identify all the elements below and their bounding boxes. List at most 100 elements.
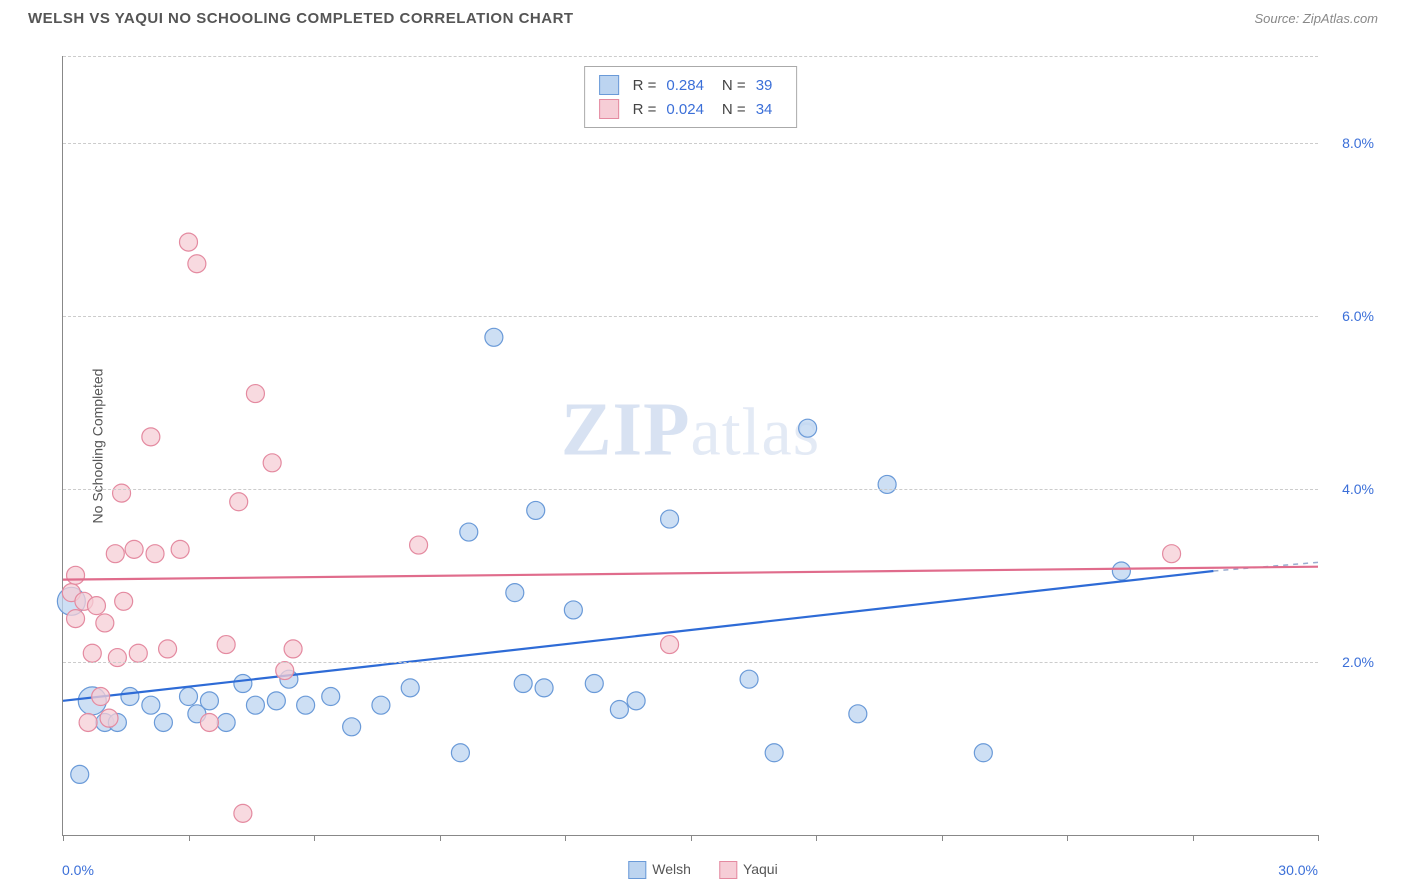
trend-line — [63, 567, 1318, 580]
chart-title: WELSH VS YAQUI NO SCHOOLING COMPLETED CO… — [28, 10, 574, 27]
stat-n-label: N = — [722, 101, 746, 118]
data-point — [106, 545, 124, 563]
x-tick — [63, 835, 64, 841]
x-tick — [189, 835, 190, 841]
data-point — [276, 662, 294, 680]
stats-legend-box: R =0.284N =39R =0.024N =34 — [584, 66, 798, 128]
data-point — [67, 566, 85, 584]
data-point — [188, 705, 206, 723]
stat-n-value: 39 — [756, 77, 773, 94]
legend-label: Yaqui — [743, 861, 778, 877]
x-tick — [1318, 835, 1319, 841]
watermark-zip: ZIP — [561, 387, 691, 471]
data-point — [188, 255, 206, 273]
x-axis-min-label: 0.0% — [62, 862, 94, 878]
series-swatch — [599, 75, 619, 95]
data-point — [661, 636, 679, 654]
data-point — [485, 328, 503, 346]
data-point — [57, 587, 85, 615]
x-tick — [942, 835, 943, 841]
legend-label: Welsh — [652, 861, 691, 877]
watermark: ZIPatlas — [561, 386, 820, 473]
chart-area: No Schooling Completed ZIPatlas R =0.284… — [28, 46, 1378, 846]
data-point — [460, 523, 478, 541]
data-point — [71, 765, 89, 783]
data-point — [217, 713, 235, 731]
data-point — [234, 804, 252, 822]
gridline — [63, 56, 1318, 57]
x-tick — [1067, 835, 1068, 841]
data-point — [585, 675, 603, 693]
data-point — [79, 713, 97, 731]
data-point — [62, 584, 80, 602]
data-point — [343, 718, 361, 736]
data-point — [200, 692, 218, 710]
data-point — [113, 484, 131, 502]
data-point — [129, 644, 147, 662]
data-point — [67, 610, 85, 628]
data-point — [96, 713, 114, 731]
chart-svg — [63, 56, 1318, 835]
stat-row: R =0.284N =39 — [599, 73, 783, 97]
data-point — [610, 700, 628, 718]
trend-line — [63, 571, 1213, 701]
data-point — [974, 744, 992, 762]
data-point — [108, 649, 126, 667]
data-point — [280, 670, 298, 688]
data-point — [75, 592, 93, 610]
data-point — [527, 501, 545, 519]
data-point — [159, 640, 177, 658]
data-point — [180, 233, 198, 251]
data-point — [125, 540, 143, 558]
stat-r-value: 0.024 — [666, 101, 704, 118]
y-tick-label: 6.0% — [1342, 308, 1374, 324]
data-point — [146, 545, 164, 563]
gridline — [63, 489, 1318, 490]
x-tick — [314, 835, 315, 841]
data-point — [246, 385, 264, 403]
data-point — [514, 675, 532, 693]
series-swatch — [719, 861, 737, 879]
stat-n-label: N = — [722, 77, 746, 94]
data-point — [627, 692, 645, 710]
x-tick — [440, 835, 441, 841]
data-point — [263, 454, 281, 472]
legend-item: Yaqui — [719, 861, 778, 879]
data-point — [878, 475, 896, 493]
data-point — [564, 601, 582, 619]
data-point — [799, 419, 817, 437]
x-axis-max-label: 30.0% — [1278, 862, 1318, 878]
y-tick-label: 8.0% — [1342, 135, 1374, 151]
chart-footer: 0.0% Welsh Yaqui 30.0% — [28, 862, 1378, 878]
stat-row: R =0.024N =34 — [599, 97, 783, 121]
gridline — [63, 143, 1318, 144]
data-point — [217, 636, 235, 654]
data-point — [142, 428, 160, 446]
x-tick — [565, 835, 566, 841]
data-point — [92, 688, 110, 706]
data-point — [372, 696, 390, 714]
chart-header: WELSH VS YAQUI NO SCHOOLING COMPLETED CO… — [0, 0, 1406, 35]
plot-area: ZIPatlas R =0.284N =39R =0.024N =34 2.0%… — [62, 56, 1318, 836]
series-swatch — [599, 99, 619, 119]
data-point — [661, 510, 679, 528]
data-point — [1163, 545, 1181, 563]
x-tick — [1193, 835, 1194, 841]
data-point — [401, 679, 419, 697]
data-point — [246, 696, 264, 714]
stat-r-value: 0.284 — [666, 77, 704, 94]
data-point — [180, 688, 198, 706]
data-point — [506, 584, 524, 602]
data-point — [100, 709, 118, 727]
data-point — [297, 696, 315, 714]
data-point — [740, 670, 758, 688]
data-point — [121, 688, 139, 706]
data-point — [535, 679, 553, 697]
data-point — [230, 493, 248, 511]
y-tick-label: 2.0% — [1342, 654, 1374, 670]
data-point — [1112, 562, 1130, 580]
data-point — [171, 540, 189, 558]
data-point — [96, 614, 114, 632]
data-point — [200, 713, 218, 731]
data-point — [267, 692, 285, 710]
